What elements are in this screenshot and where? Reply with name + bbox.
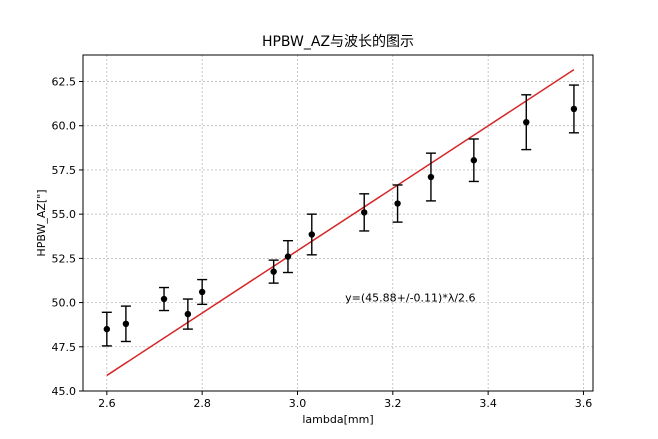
point-marker <box>361 209 368 216</box>
data-point <box>268 259 279 284</box>
y-tick-label: 47.5 <box>52 341 77 354</box>
data-point <box>282 239 293 274</box>
point-marker <box>160 295 168 303</box>
point-marker <box>198 288 206 296</box>
chart-title: HPBW_AZ与波长的图示 <box>262 34 414 50</box>
point-marker <box>470 157 478 164</box>
point-marker <box>394 200 401 207</box>
point-marker <box>284 253 292 260</box>
points-layer <box>101 84 579 347</box>
y-tick-label: 57.5 <box>52 164 77 177</box>
data-point <box>392 184 403 223</box>
y-ticks: 45.0 47.5 50.0 52.5 55.0 57.5 60.0 62.5 <box>52 76 83 398</box>
y-tick-label: 62.5 <box>52 76 77 89</box>
data-point <box>197 278 208 306</box>
point-marker <box>103 325 111 333</box>
fit-line <box>106 69 575 377</box>
x-tick-label: 3.4 <box>479 397 497 410</box>
x-tick-label: 3.2 <box>384 397 402 410</box>
fit-annotation: y=(45.88+/-0.11)*λ/2.6 <box>345 292 475 305</box>
y-tick-label: 52.5 <box>52 252 77 265</box>
x-axis-label: lambda[mm] <box>302 413 373 426</box>
x-tick-label: 2.6 <box>98 397 116 410</box>
data-point <box>468 138 479 183</box>
data-point <box>306 213 317 256</box>
point-marker <box>523 119 530 126</box>
fit-layer <box>106 69 575 377</box>
data-point <box>182 298 193 330</box>
point-marker <box>308 231 315 238</box>
point-marker <box>570 105 578 113</box>
y-tick-label: 45.0 <box>52 385 77 398</box>
x-ticks: 2.6 2.8 3.0 3.2 3.4 3.6 <box>98 391 592 410</box>
data-point <box>568 84 579 134</box>
point-marker <box>270 268 277 275</box>
x-tick-label: 2.8 <box>193 397 211 410</box>
data-point <box>120 305 131 343</box>
plot-frame <box>82 54 594 392</box>
point-marker <box>122 320 130 327</box>
x-tick-label: 3.6 <box>575 397 593 410</box>
y-tick-label: 50.0 <box>52 297 77 310</box>
y-axis-label: HPBW_AZ["] <box>35 189 48 256</box>
point-marker <box>427 173 435 181</box>
data-point <box>159 286 170 312</box>
y-tick-label: 60.0 <box>52 120 77 133</box>
y-tick-label: 55.0 <box>52 208 77 221</box>
data-point <box>359 193 370 232</box>
x-tick-label: 3.0 <box>289 397 307 410</box>
data-point <box>425 152 436 202</box>
data-point <box>101 311 112 347</box>
point-marker <box>184 310 192 318</box>
data-point <box>521 94 532 151</box>
